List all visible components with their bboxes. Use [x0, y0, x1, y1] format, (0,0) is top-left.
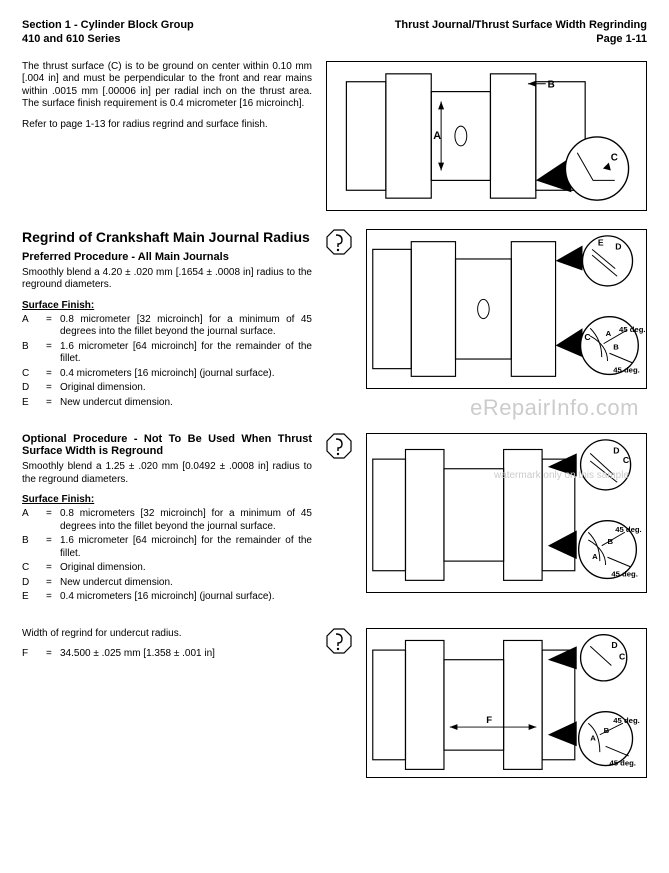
label: Surface Finish:	[22, 494, 312, 505]
svg-text:C: C	[619, 651, 625, 661]
svg-text:45 deg.: 45 deg.	[613, 365, 640, 374]
definition-row: C=0.4 micrometers [16 microinch] (journa…	[22, 368, 312, 381]
def-val: 1.6 micrometer [64 microinch] for the re…	[60, 341, 312, 366]
def-val: 34.500 ± .025 mm [1.358 ± .001 in]	[60, 648, 312, 661]
definition-row: A=0.8 micrometer [32 microinch] for a mi…	[22, 314, 312, 339]
block-3: Optional Procedure - Not To Be Used When…	[22, 433, 647, 610]
subheading: Preferred Procedure - All Main Journals	[22, 251, 312, 263]
page-header: Section 1 - Cylinder Block Group 410 and…	[22, 18, 647, 47]
svg-text:D: D	[611, 640, 617, 650]
def-eq: =	[46, 535, 60, 560]
svg-text:C: C	[584, 331, 590, 341]
def-eq: =	[46, 397, 60, 410]
def-key: A	[22, 314, 46, 339]
page-number: Page 1-11	[395, 32, 647, 46]
def-val: New undercut dimension.	[60, 577, 312, 590]
definition-row: C=Original dimension.	[22, 562, 312, 575]
svg-text:B: B	[613, 342, 619, 351]
svg-text:B: B	[604, 725, 610, 734]
svg-text:D: D	[615, 241, 621, 251]
paragraph: Smoothly blend a 1.25 ± .020 mm [0.0492 …	[22, 461, 312, 486]
figure-thrust-surface: A B C	[326, 61, 647, 211]
series-title: 410 and 610 Series	[22, 32, 194, 46]
svg-text:C: C	[611, 152, 618, 163]
def-eq: =	[46, 648, 60, 661]
svg-text:F: F	[486, 715, 492, 726]
definition-row: B=1.6 micrometer [64 microinch] for the …	[22, 341, 312, 366]
paragraph: The thrust surface (C) is to be ground o…	[22, 61, 312, 111]
svg-text:45 deg.: 45 deg.	[609, 758, 636, 767]
def-key: D	[22, 577, 46, 590]
def-eq: =	[46, 368, 60, 381]
paragraph: Smoothly blend a 4.20 ± .020 mm [.1654 ±…	[22, 267, 312, 292]
definition-row: B=1.6 micrometer [64 microinch] for the …	[22, 535, 312, 560]
def-key: C	[22, 562, 46, 575]
svg-text:E: E	[598, 237, 604, 247]
def-eq: =	[46, 591, 60, 604]
definition-row: A=0.8 micrometers [32 microinch] for a m…	[22, 508, 312, 533]
def-val: 0.4 micrometers [16 microinch] (journal …	[60, 591, 312, 604]
svg-text:A: A	[590, 733, 596, 742]
figure-optional-procedure: D C A B 45 deg. 45 deg.	[366, 433, 647, 593]
def-eq: =	[46, 341, 60, 366]
subheading: Optional Procedure - Not To Be Used When…	[22, 433, 312, 457]
topic-title: Thrust Journal/Thrust Surface Width Regr…	[395, 18, 647, 32]
def-eq: =	[46, 577, 60, 590]
block-2: Regrind of Crankshaft Main Journal Radiu…	[22, 229, 647, 416]
svg-text:A: A	[433, 130, 441, 142]
svg-text:B: B	[548, 79, 555, 90]
def-eq: =	[46, 508, 60, 533]
def-val: Original dimension.	[60, 382, 312, 395]
block-1: The thrust surface (C) is to be ground o…	[22, 61, 647, 211]
reference-icon	[326, 229, 352, 416]
figure-regrind-width: F D C A B 45 deg. 45 deg.	[366, 628, 647, 778]
definition-list: A=0.8 micrometers [32 microinch] for a m…	[22, 508, 312, 604]
definition-row: E=New undercut dimension.	[22, 397, 312, 410]
svg-text:45 deg.: 45 deg.	[611, 570, 638, 579]
svg-text:A: A	[606, 329, 612, 338]
def-key: B	[22, 535, 46, 560]
svg-text:A: A	[592, 552, 598, 561]
definition-row: D=New undercut dimension.	[22, 577, 312, 590]
reference-icon	[326, 628, 352, 778]
svg-text:D: D	[613, 445, 619, 455]
def-val: 0.8 micrometers [32 microinch] for a min…	[60, 508, 312, 533]
paragraph: Refer to page 1-13 for radius regrind an…	[22, 119, 312, 132]
def-key: E	[22, 397, 46, 410]
svg-text:45 deg.: 45 deg.	[619, 325, 646, 334]
def-val: New undercut dimension.	[60, 397, 312, 410]
label: Surface Finish:	[22, 300, 312, 311]
def-val: 0.8 micrometer [32 microinch] for a mini…	[60, 314, 312, 339]
definition-row: D=Original dimension.	[22, 382, 312, 395]
svg-text:45 deg.: 45 deg.	[615, 525, 642, 534]
svg-text:45 deg.: 45 deg.	[613, 716, 640, 725]
def-key: B	[22, 341, 46, 366]
def-key: E	[22, 591, 46, 604]
def-eq: =	[46, 314, 60, 339]
def-key: F	[22, 648, 46, 661]
def-val: 1.6 micrometer [64 microinch] for the re…	[60, 535, 312, 560]
definition-row: E=0.4 micrometers [16 microinch] (journa…	[22, 591, 312, 604]
section-title: Section 1 - Cylinder Block Group	[22, 18, 194, 32]
reference-icon	[326, 433, 352, 610]
definition-list: A=0.8 micrometer [32 microinch] for a mi…	[22, 314, 312, 410]
def-key: C	[22, 368, 46, 381]
section-heading: Regrind of Crankshaft Main Journal Radiu…	[22, 229, 312, 245]
def-eq: =	[46, 562, 60, 575]
svg-text:C: C	[623, 455, 629, 465]
block-4: Width of regrind for undercut radius. F …	[22, 628, 647, 778]
def-key: D	[22, 382, 46, 395]
paragraph: Width of regrind for undercut radius.	[22, 628, 312, 641]
svg-text:B: B	[608, 537, 614, 546]
figure-main-journal-radius: D E C A B 45 deg. 45 deg.	[366, 229, 647, 389]
definition-row: F = 34.500 ± .025 mm [1.358 ± .001 in]	[22, 648, 312, 661]
def-val: Original dimension.	[60, 562, 312, 575]
def-eq: =	[46, 382, 60, 395]
def-key: A	[22, 508, 46, 533]
def-val: 0.4 micrometers [16 microinch] (journal …	[60, 368, 312, 381]
